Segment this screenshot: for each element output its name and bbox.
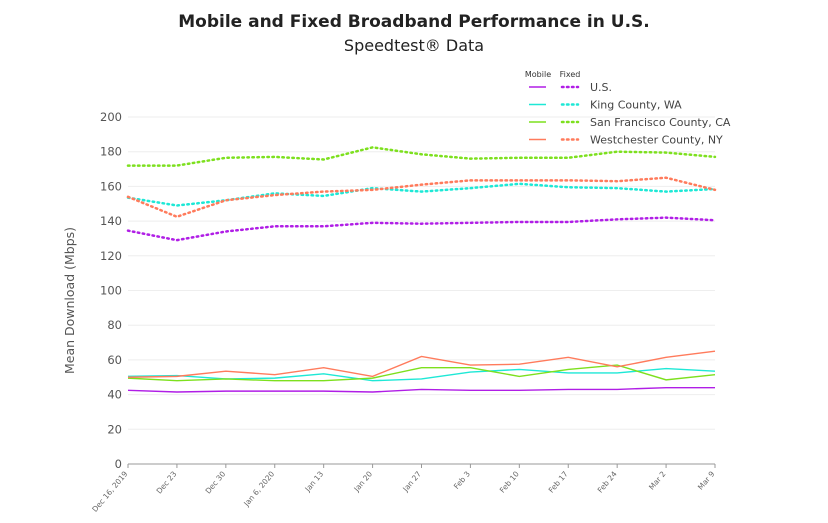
x-tick-label: Jan 6, 2020	[241, 469, 276, 508]
mobile-line-westchester-county-ny	[127, 350, 716, 378]
y-tick-label: 180	[100, 145, 122, 159]
y-tick-label: 200	[100, 110, 122, 124]
x-tick-label: Feb 10	[498, 469, 521, 494]
legend-label: U.S.	[590, 81, 612, 94]
x-tick-label: Jan 27	[400, 469, 423, 494]
x-tick-label: Feb 24	[596, 469, 619, 494]
fixed-line-u-s	[126, 216, 717, 242]
y-tick-label: 40	[107, 388, 122, 402]
y-tick-label: 20	[107, 422, 122, 436]
chart-subtitle: Speedtest® Data	[343, 36, 485, 55]
mobile-line-san-francisco-county-ca	[127, 364, 716, 382]
y-tick-label: 60	[107, 353, 122, 367]
legend-label: San Francisco County, CA	[590, 116, 731, 129]
x-tick-label: Jan 13	[303, 469, 326, 494]
x-tick-label: Jan 20	[351, 469, 374, 494]
x-tick-label: Dec 16, 2019	[90, 469, 129, 513]
y-tick-label: 140	[100, 214, 122, 228]
y-tick-label: 100	[100, 284, 122, 298]
legend-label: Westchester County, NY	[590, 134, 723, 147]
mobile-line-u-s	[127, 386, 715, 393]
y-axis-label: Mean Download (Mbps)	[62, 227, 77, 374]
x-tick-label: Mar 9	[696, 469, 717, 491]
fixed-line-westchester-county-ny	[126, 176, 717, 219]
y-tick-label: 0	[115, 457, 122, 471]
x-tick-label: Feb 17	[547, 469, 570, 494]
legend-header-fixed: Fixed	[560, 70, 581, 79]
fixed-line-san-francisco-county-ca	[126, 146, 717, 167]
legend-header-mobile: Mobile	[525, 70, 551, 79]
x-tick-label: Mar 2	[647, 469, 668, 491]
y-tick-label: 120	[100, 249, 122, 263]
x-tick-label: Feb 3	[452, 469, 472, 491]
x-tick-label: Dec 30	[203, 469, 227, 495]
fixed-line-king-county-wa	[126, 182, 717, 207]
legend-label: King County, WA	[590, 99, 682, 112]
y-tick-label: 80	[107, 318, 122, 332]
y-tick-label: 160	[100, 179, 122, 193]
x-tick-label: Dec 23	[155, 469, 179, 495]
chart-title: Mobile and Fixed Broadband Performance i…	[178, 12, 650, 32]
